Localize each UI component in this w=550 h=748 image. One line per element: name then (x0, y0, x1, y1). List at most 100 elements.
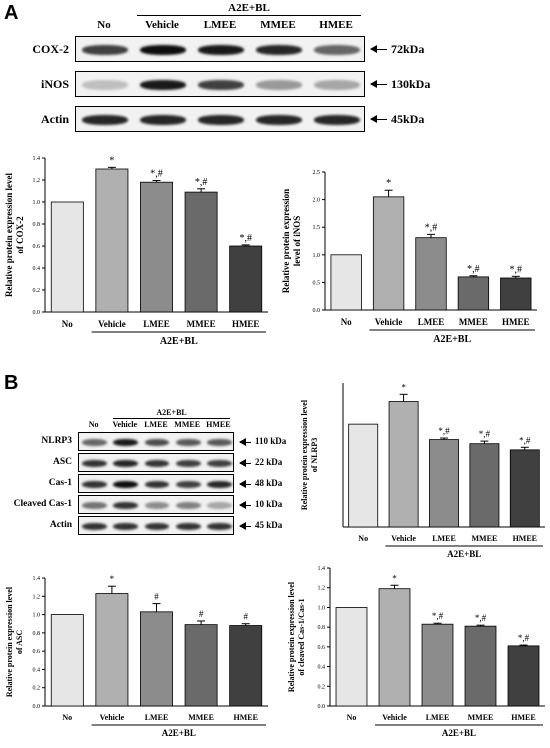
significance-label: *,# (519, 435, 531, 445)
blot-row (78, 516, 234, 535)
band-size: 48 kDa (255, 478, 283, 488)
chart-nlrp3: Relative protein expression level of NLRP… (300, 382, 545, 559)
lane-label: No (97, 19, 111, 31)
band (313, 45, 361, 56)
significance-label: *,# (239, 233, 252, 244)
protein-label: ASC (52, 457, 72, 467)
band (206, 481, 232, 489)
y-tick-label: 1.4 (33, 156, 41, 162)
bar (50, 614, 84, 707)
band (144, 502, 170, 510)
group-label: A2E+BL (442, 728, 476, 738)
category-label: HMEE (233, 713, 257, 722)
chart-inos: 0.0 0.5 1.0 1.5 2.0 2.5 Relative protein expre… (281, 170, 537, 345)
y-tick-label: 0.2 (33, 288, 41, 294)
band (113, 481, 139, 489)
panel-label-a: A (4, 2, 19, 24)
category-label: LMEE (432, 534, 456, 543)
category-label: No (347, 713, 357, 722)
blot-row (75, 71, 365, 97)
bar (421, 623, 454, 707)
category-label: Vehicle (100, 713, 125, 722)
blot-row (75, 106, 365, 132)
y-tick-label: 0.4 (33, 667, 41, 673)
band-size: 45 kDa (255, 520, 283, 530)
y-tick-label: 0.2 (33, 686, 41, 692)
significance-label: # (243, 612, 248, 622)
significance-label: *,# (510, 264, 523, 275)
significance-label: *,# (425, 222, 438, 233)
bar (378, 588, 411, 707)
y-tick-label: 0.4 (318, 665, 326, 671)
band (113, 523, 139, 531)
band (81, 80, 129, 91)
band-size: 72kDa (391, 42, 425, 56)
bar (95, 593, 129, 707)
band (113, 439, 139, 447)
y-tick-label: 0.6 (33, 649, 41, 655)
y-tick-label: 1.4 (318, 566, 326, 572)
band (313, 115, 361, 126)
band-size: 110 kDa (255, 436, 287, 446)
category-label: MMEE (187, 319, 216, 329)
significance-label: *,# (438, 426, 450, 436)
y-tick-label: 0.5 (313, 280, 321, 286)
bar (335, 607, 368, 707)
significance-label: *,# (518, 633, 530, 643)
y-axis-label: level of iNOS (292, 216, 302, 267)
band (175, 460, 201, 468)
band (197, 80, 245, 91)
arrowhead-icon (370, 45, 377, 53)
lane-label: MMEE (174, 420, 201, 429)
band (113, 460, 139, 468)
y-axis-label: of cleaved Cas-1/Cas-1 (297, 598, 306, 675)
group-label: A2E+BL (160, 336, 198, 347)
arrow-icon (371, 49, 387, 50)
band (144, 439, 170, 447)
category-label: HMEE (502, 317, 530, 327)
arrow-icon (371, 84, 387, 85)
category-label: MMEE (472, 534, 498, 543)
lane-label: LMEE (144, 420, 168, 429)
group-line (113, 418, 230, 419)
band-size: 22 kDa (255, 457, 283, 467)
group-label: A2E+BL (156, 408, 187, 417)
category-label: LMEE (426, 713, 450, 722)
category-label: MMEE (468, 713, 494, 722)
significance-label: * (386, 178, 391, 189)
significance-label: *,# (195, 177, 208, 188)
bar (50, 201, 84, 313)
y-axis-label: Relative protein expression level (4, 173, 14, 297)
lane-label: HMEE (319, 19, 353, 31)
category-label: LMEE (418, 317, 445, 327)
category-label: HMEE (513, 534, 537, 543)
band (206, 502, 232, 510)
y-axis-label: of COX-2 (15, 216, 25, 254)
bar (464, 625, 497, 707)
band (206, 523, 232, 531)
arrowhead-icon (370, 80, 377, 88)
band (113, 502, 139, 510)
protein-label: COX-2 (32, 42, 69, 56)
band (82, 523, 108, 531)
arrowhead-icon (370, 115, 377, 123)
band (255, 80, 303, 91)
bar (140, 611, 173, 707)
category-label: No (341, 317, 352, 327)
y-tick-label: 1.0 (313, 253, 321, 259)
y-tick-label: 0.0 (33, 310, 41, 316)
protein-label: Cas-1 (48, 478, 72, 488)
bar (388, 401, 419, 528)
band (81, 45, 129, 56)
protein-label: NLRP3 (41, 436, 72, 446)
category-label: Vehicle (391, 534, 416, 543)
group-label: A2E+BL (162, 728, 196, 738)
band (82, 460, 108, 468)
western-blot-b: A2E+BL No Vehicle LMEE MMEE HMEE NLRP3 110 kDa A… (0, 0, 300, 540)
bar (469, 443, 500, 528)
group-label: A2E+BL (447, 549, 481, 559)
y-tick-label: 1.5 (313, 225, 321, 231)
significance-label: *,# (150, 169, 163, 180)
band-size: 45kDa (391, 112, 425, 126)
y-axis-label: Relative protein expression level (5, 586, 14, 697)
